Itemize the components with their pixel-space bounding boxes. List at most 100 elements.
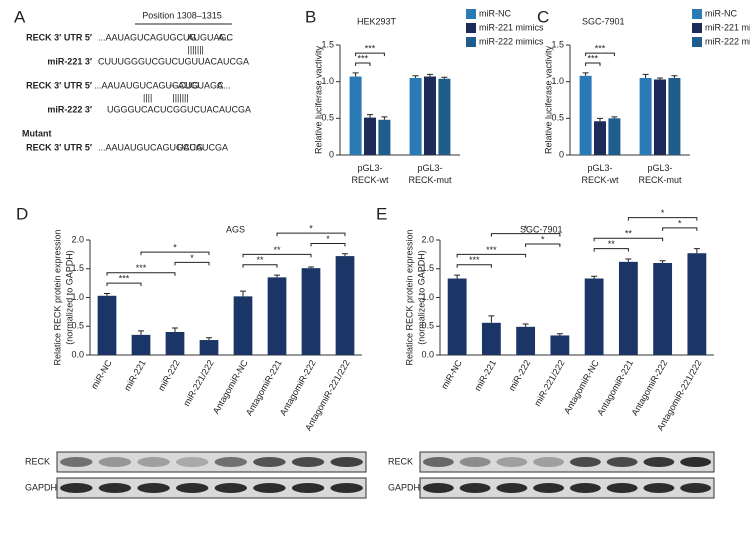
x-tick-label: miR-222	[156, 358, 182, 392]
blot-band	[606, 483, 638, 493]
bar	[301, 268, 321, 355]
x-tick-label: AntagomiR-221	[595, 358, 635, 417]
bar	[653, 263, 673, 355]
sequence-segment: ...AAUAUGUCAGUGCUG	[98, 142, 203, 152]
y-axis-label: Relatice RECK protein expression	[52, 229, 62, 365]
sequence-segment: A...	[217, 80, 231, 90]
blot-band	[60, 483, 93, 493]
blot-band	[569, 483, 601, 493]
y-tick-label: 2.0	[421, 234, 434, 244]
sequence-label: miR-221 3′	[47, 56, 92, 66]
y-axis-label: Relative luciferase vactivity	[313, 45, 323, 154]
bar	[335, 256, 355, 355]
x-tick-label: AntagomiR-NC	[562, 358, 601, 416]
significance-label: **	[625, 229, 633, 239]
significance-bracket	[174, 261, 210, 266]
significance-bracket	[310, 242, 346, 247]
bar	[608, 118, 621, 155]
significance-label: ***	[358, 53, 369, 63]
significance-label: **	[608, 239, 616, 249]
significance-bracket	[106, 282, 142, 287]
x-tick-label: AntagomiR-222	[629, 358, 669, 417]
bar	[165, 332, 185, 355]
error-bar	[381, 116, 388, 120]
y-tick-label: 0.5	[321, 113, 334, 123]
bar	[97, 295, 117, 355]
blot-band	[606, 457, 638, 467]
significance-bracket	[106, 272, 176, 276]
x-tick-label: miR-NC	[89, 358, 114, 391]
blot-band	[422, 457, 454, 467]
y-axis-label: (normalized to GAPDH)	[64, 250, 74, 345]
panel-label: A	[14, 7, 26, 26]
legend-label: miR-222 mimics	[705, 36, 750, 46]
error-bar	[522, 323, 529, 327]
significance-bracket	[140, 251, 210, 256]
y-tick-label: 1.0	[71, 292, 84, 302]
y-tick-label: 0.5	[421, 321, 434, 331]
sequence-segment: ...AAUAUGUCAGUGCUG	[94, 80, 199, 90]
blot-label: RECK	[388, 456, 413, 466]
error-bar	[488, 315, 495, 323]
legend-label: miR-221 mimics	[705, 22, 750, 32]
significance-label: *	[541, 234, 545, 244]
bar	[584, 278, 604, 355]
bar	[550, 335, 570, 355]
bar	[654, 79, 666, 155]
significance-label: **	[273, 245, 281, 255]
blot-band	[253, 457, 286, 467]
error-bar	[172, 327, 178, 332]
x-tick-label: AntagomiR-222	[278, 358, 318, 417]
significance-bracket	[490, 233, 561, 237]
blot-band	[533, 457, 565, 467]
chart-title: AGS	[226, 224, 245, 234]
bar	[687, 253, 707, 355]
panel-label: C	[537, 7, 549, 26]
y-tick-label: 2.0	[71, 234, 84, 244]
y-tick-label: 0	[329, 149, 334, 159]
significance-bracket	[355, 62, 371, 66]
panel-label: D	[16, 204, 28, 223]
error-bar	[342, 253, 348, 257]
y-axis-label: Relative luciferase vactivity	[543, 45, 553, 154]
blot-band	[643, 483, 675, 493]
blot-band	[459, 457, 491, 467]
error-bar	[582, 72, 589, 76]
significance-label: ***	[469, 255, 480, 265]
error-bar	[367, 114, 373, 118]
sequence-segment: A...	[218, 32, 232, 42]
sequence-segment: ...AAUAGUCAGUGCUG	[98, 32, 197, 42]
error-bar	[427, 73, 433, 77]
error-bar	[308, 266, 314, 269]
blot-band	[533, 483, 565, 493]
significance-bracket	[456, 253, 527, 258]
blot-label: GAPDH	[388, 482, 420, 492]
sequence-label: Mutant	[22, 128, 52, 138]
blot-band	[422, 483, 454, 493]
significance-label: *	[661, 208, 665, 218]
significance-label: ***	[365, 43, 376, 53]
blot-band	[496, 457, 528, 467]
sequence-segment: UGGGUCACUCGGUCUACAUCGA	[107, 104, 251, 114]
legend-label: miR-NC	[705, 8, 737, 18]
blot-membrane	[419, 451, 715, 473]
significance-bracket	[355, 52, 385, 57]
blot-membrane	[56, 477, 367, 499]
sequence-segment: AUGUAGC	[188, 32, 234, 42]
significance-label: **	[256, 255, 264, 265]
error-bar	[412, 75, 419, 78]
blot-band	[680, 457, 712, 467]
bar	[438, 78, 451, 155]
significance-bracket	[593, 237, 664, 242]
error-bar	[556, 333, 563, 336]
legend-label: miR-221 mimics	[479, 22, 544, 32]
y-tick-label: 1.5	[321, 39, 334, 49]
sequence-segment: ---AUGUAGC	[169, 80, 224, 90]
error-bar	[240, 290, 246, 297]
significance-bracket	[627, 217, 698, 221]
legend-swatch	[466, 9, 476, 19]
chart-title: SGC-7901	[582, 16, 625, 26]
panel-label: E	[376, 204, 387, 223]
significance-label: *	[190, 253, 194, 263]
